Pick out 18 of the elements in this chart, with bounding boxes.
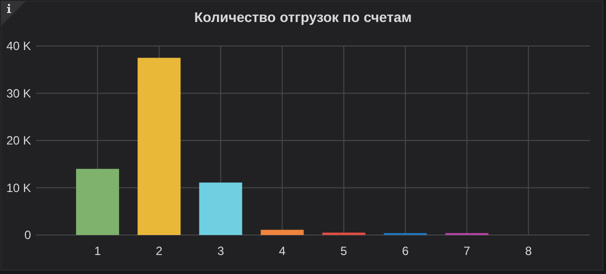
- x-tick-label: 8: [525, 244, 532, 258]
- x-tick-label: 1: [94, 244, 102, 258]
- y-tick-label: 10 K: [6, 180, 31, 195]
- x-tick-label: 6: [402, 244, 409, 258]
- x-tick-label: 4: [278, 244, 286, 258]
- y-tick-label: 40 K: [6, 39, 31, 54]
- bar: [76, 168, 120, 235]
- x-tick-label: 3: [217, 244, 224, 258]
- y-tick-label: 30 K: [6, 86, 31, 100]
- y-tick-label: 0: [24, 228, 32, 242]
- x-tick-label: 5: [340, 244, 348, 258]
- y-tick-label: 20 K: [6, 134, 31, 148]
- x-tick-label: 2: [156, 244, 163, 258]
- bar: [260, 230, 304, 235]
- x-tick-label: 7: [464, 244, 471, 258]
- bar: [199, 182, 242, 235]
- chart-title: Количество отгрузок по счетам: [194, 9, 412, 25]
- bar: [138, 58, 181, 235]
